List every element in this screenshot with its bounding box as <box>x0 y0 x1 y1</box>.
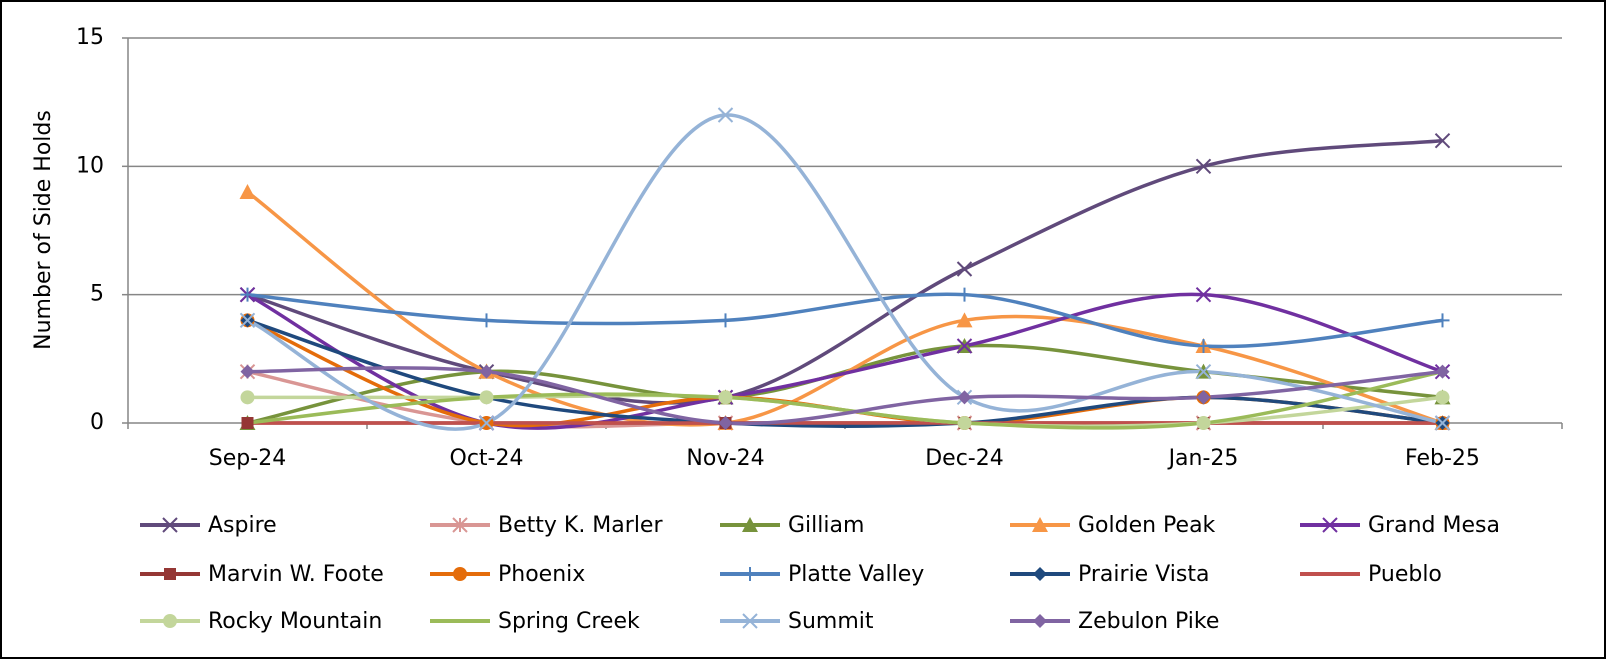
y-tick-label: 10 <box>76 153 104 178</box>
legend-label: Golden Peak <box>1078 513 1216 538</box>
marker <box>957 287 972 302</box>
legend-label: Gilliam <box>788 513 864 538</box>
x-tick-label: Feb-25 <box>1405 446 1480 471</box>
legend-marker <box>1033 567 1047 581</box>
marker <box>718 313 733 328</box>
x-tick-label: Jan-25 <box>1167 446 1239 471</box>
legend-marker <box>743 567 757 581</box>
legend-marker <box>1032 517 1048 532</box>
marker <box>717 107 734 123</box>
series-line <box>247 292 1443 349</box>
legend-label: Summit <box>788 609 874 634</box>
x-tick-label: Oct-24 <box>450 446 524 471</box>
legend-label: Spring Creek <box>498 609 640 634</box>
series-line <box>246 190 1444 427</box>
marker <box>239 312 256 329</box>
legend-marker <box>1322 517 1338 533</box>
legend-marker <box>742 517 758 532</box>
marker <box>239 184 256 199</box>
legend-marker <box>1033 614 1047 628</box>
marker <box>479 390 494 405</box>
marker <box>718 390 733 405</box>
x-tick-label: Nov-24 <box>686 446 764 471</box>
marker <box>479 364 494 379</box>
marker <box>1196 339 1211 353</box>
legend-label: Marvin W. Foote <box>208 562 384 587</box>
series-line <box>246 292 1444 430</box>
legend-marker <box>162 517 178 533</box>
legend-label: Rocky Mountain <box>208 609 382 634</box>
marker <box>956 261 973 277</box>
marker <box>240 390 255 405</box>
y-tick-label: 15 <box>76 25 104 50</box>
legend-label: Phoenix <box>498 562 585 587</box>
marker <box>1196 416 1211 430</box>
legend-label: Platte Valley <box>788 562 924 587</box>
marker <box>1195 363 1212 380</box>
legend-marker <box>164 568 176 580</box>
legend-marker <box>742 613 758 629</box>
marker <box>957 416 972 430</box>
marker <box>956 312 973 328</box>
legend-label: Grand Mesa <box>1368 513 1500 538</box>
marker <box>1195 286 1212 303</box>
marker <box>478 415 495 431</box>
x-tick-label: Dec-24 <box>925 446 1004 471</box>
marker <box>241 417 254 429</box>
legend-marker <box>163 614 177 628</box>
legend-label: Prairie Vista <box>1078 562 1209 587</box>
series-line <box>246 318 1443 428</box>
series-line <box>247 366 1443 426</box>
legend-label: Zebulon Pike <box>1078 609 1219 634</box>
series-line <box>246 138 1443 405</box>
marker <box>718 416 733 430</box>
series-line <box>247 369 1443 430</box>
marker <box>1434 415 1451 431</box>
legend-marker <box>453 567 467 581</box>
marker <box>240 364 255 379</box>
y-tick-label: 0 <box>90 410 104 435</box>
marker <box>1435 313 1450 328</box>
legend-label: Pueblo <box>1368 562 1442 587</box>
marker <box>1435 390 1450 405</box>
x-tick-label: Sep-24 <box>209 446 286 471</box>
marker <box>1434 132 1451 149</box>
legend-marker <box>452 517 468 533</box>
legend-label: Betty K. Marler <box>498 513 663 538</box>
marker <box>1435 364 1450 379</box>
marker <box>240 287 255 302</box>
marker <box>957 390 972 405</box>
marker <box>1196 390 1211 405</box>
marker <box>956 338 973 354</box>
y-tick-label: 5 <box>90 282 104 307</box>
legend-label: Aspire <box>208 513 277 538</box>
marker <box>479 313 494 328</box>
marker <box>1195 158 1212 175</box>
y-axis-label: Number of Side Holds <box>31 110 56 350</box>
